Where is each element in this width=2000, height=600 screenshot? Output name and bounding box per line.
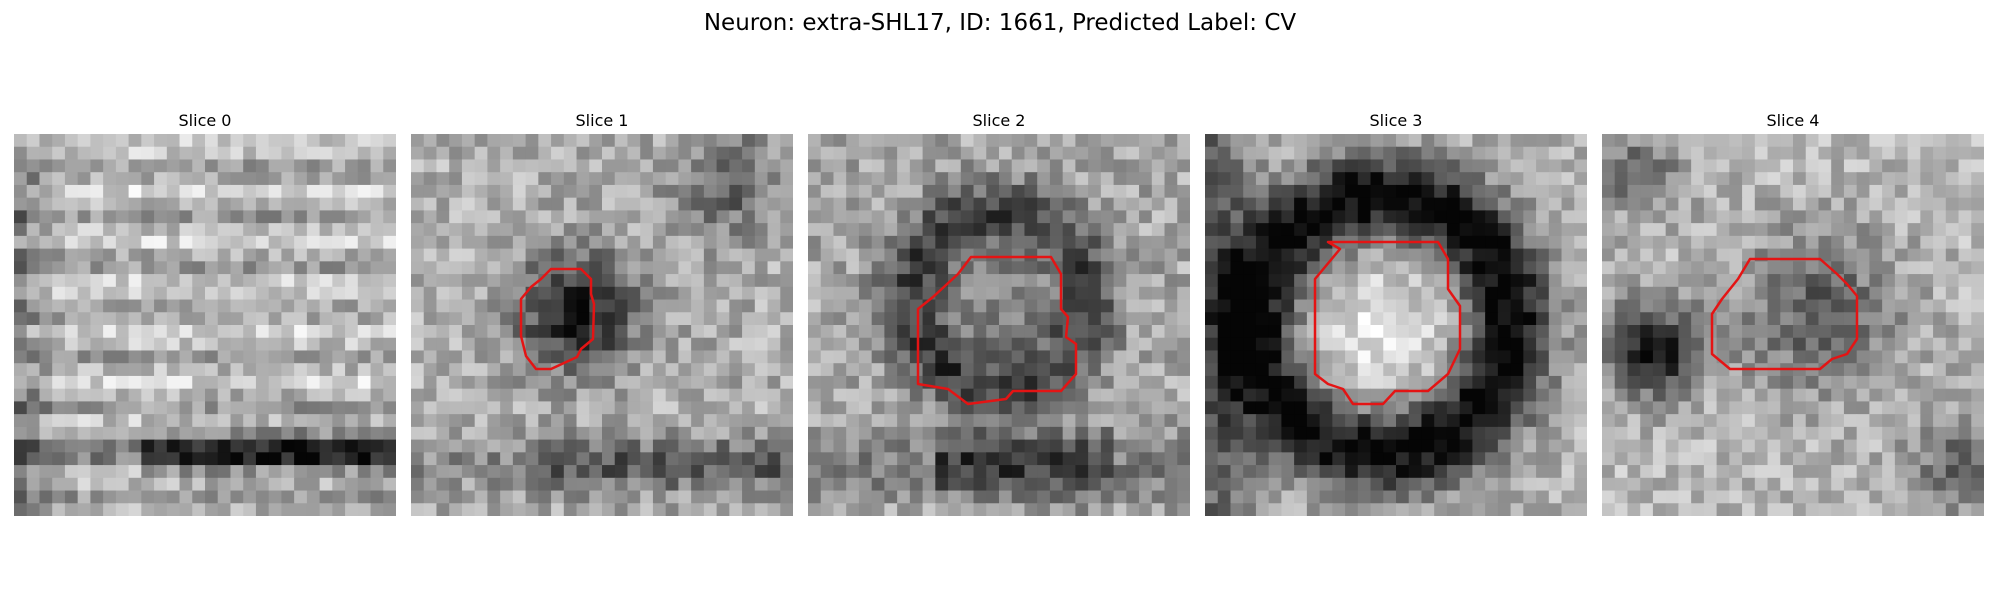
slice-title: Slice 4 xyxy=(1766,111,1820,130)
slice-image xyxy=(1602,134,1984,516)
slice-image xyxy=(808,134,1190,516)
slice-panel-4: Slice 4 xyxy=(1602,108,1984,516)
pixel-grid xyxy=(1205,134,1587,516)
slice-title: Slice 2 xyxy=(972,111,1026,130)
pixel-grid xyxy=(411,134,793,516)
slice-title: Slice 1 xyxy=(575,111,629,130)
slice-title: Slice 3 xyxy=(1369,111,1423,130)
slice-panel-3: Slice 3 xyxy=(1205,108,1587,516)
pixel-grid xyxy=(808,134,1190,516)
slice-image xyxy=(411,134,793,516)
figure-title: Neuron: extra-SHL17, ID: 1661, Predicted… xyxy=(703,10,1297,36)
slice-image xyxy=(14,134,396,516)
segmentation-contour xyxy=(1313,240,1462,406)
segmentation-contour xyxy=(519,267,596,371)
pixel-grid xyxy=(1602,134,1984,516)
slice-image xyxy=(1205,134,1587,516)
slice-panel-1: Slice 1 xyxy=(411,108,793,516)
pixel-grid xyxy=(14,134,396,516)
slice-panel-2: Slice 2 xyxy=(808,108,1190,516)
segmentation-contour xyxy=(916,255,1078,406)
slice-panel-0: Slice 0 xyxy=(14,108,396,516)
slice-title: Slice 0 xyxy=(178,111,232,130)
segmentation-contour xyxy=(1710,257,1859,371)
